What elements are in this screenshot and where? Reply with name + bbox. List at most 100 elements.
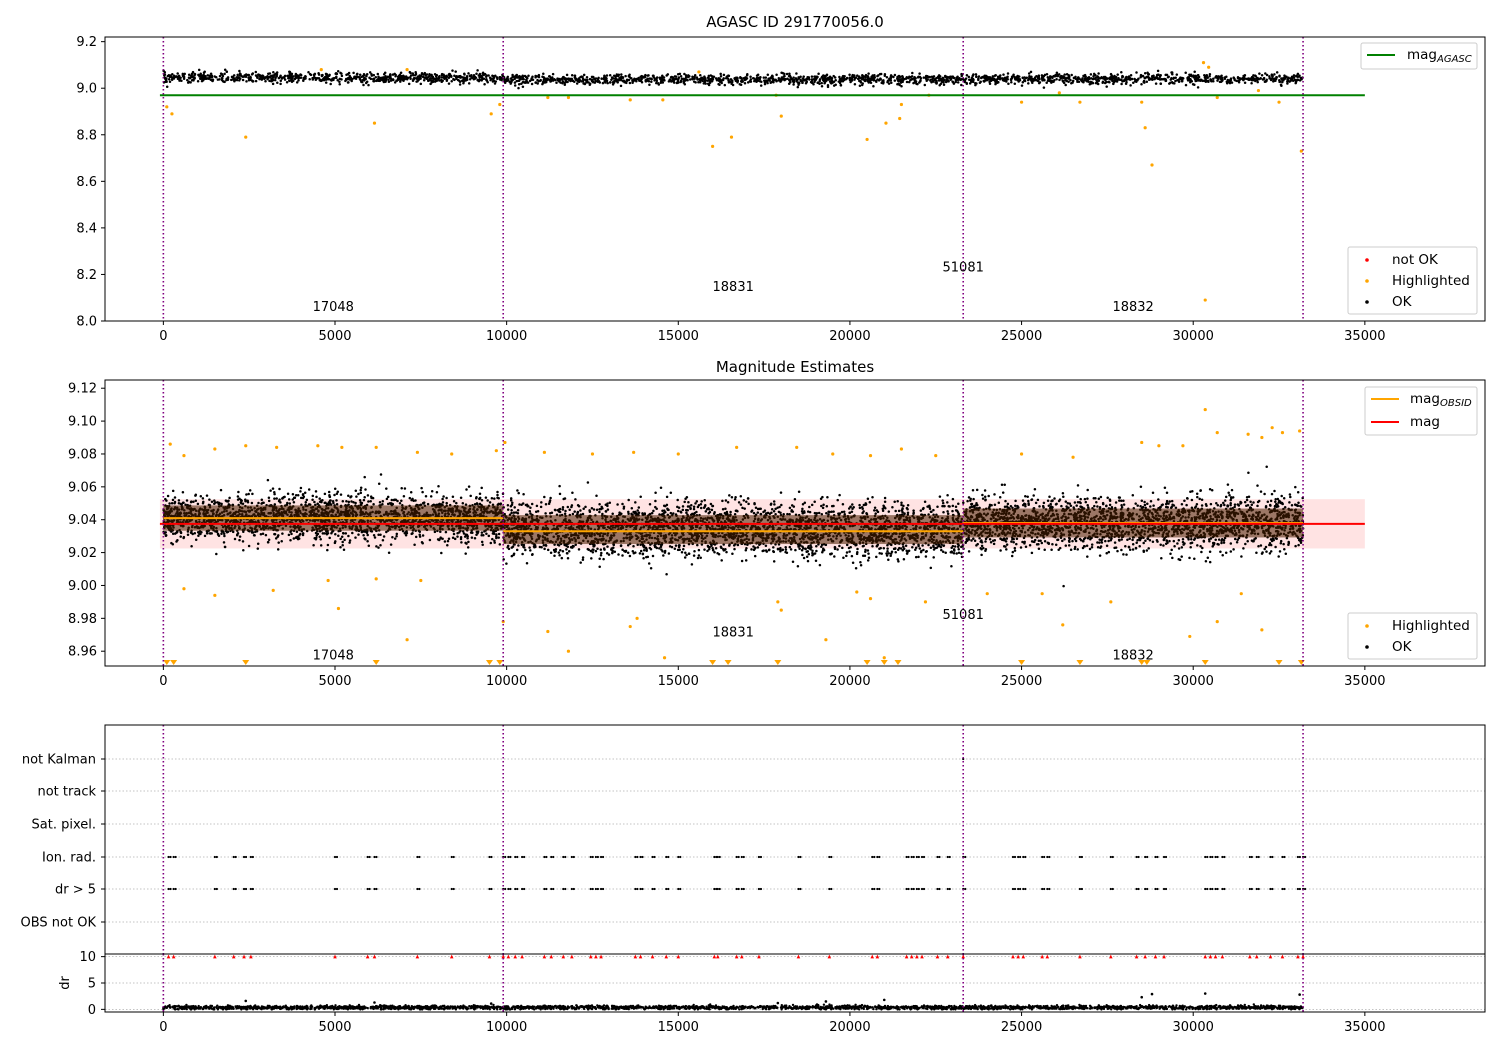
ok-point (1005, 80, 1008, 83)
ok-point (379, 76, 382, 80)
ok-point (454, 70, 457, 73)
ok-point (382, 78, 386, 81)
ok-point (557, 551, 561, 554)
ok-point (205, 77, 208, 81)
ok-point (238, 69, 241, 73)
ok-point (993, 78, 996, 82)
ok-point (729, 78, 732, 81)
ok-point (292, 501, 296, 504)
ok-point (1286, 82, 1289, 85)
ok-point (164, 534, 168, 538)
ok-point (414, 535, 418, 539)
ok-point (974, 73, 978, 76)
ok-point (1058, 78, 1061, 82)
ok-point (338, 77, 342, 81)
ok-point (1197, 79, 1201, 82)
ok-point (825, 73, 828, 77)
ok-point (541, 81, 545, 85)
ok-point (478, 74, 482, 77)
ok-point (319, 544, 323, 547)
ok-point (219, 488, 223, 492)
ok-point (1026, 78, 1030, 82)
ok-point (373, 536, 377, 539)
ok-point (1220, 77, 1224, 81)
ok-point (805, 80, 808, 84)
ok-point (883, 500, 887, 503)
ok-point (696, 77, 699, 81)
ok-point (354, 536, 357, 539)
ok-point (890, 81, 893, 85)
ok-point (743, 82, 747, 85)
ok-point (283, 75, 286, 79)
ok-point (604, 81, 607, 84)
ok-point (817, 72, 820, 76)
ok-point (503, 81, 507, 85)
ok-point (404, 75, 408, 78)
ok-point (334, 532, 337, 536)
ok-point (340, 72, 343, 75)
ok-point (485, 532, 488, 536)
ok-point (394, 75, 397, 78)
ok-point (226, 530, 230, 534)
agasc-legend-line: magAGASC (1360, 42, 1478, 70)
ok-point (724, 76, 728, 80)
ok-point (422, 78, 426, 82)
ok-point (527, 74, 530, 78)
legend-label: OK (1392, 294, 1413, 310)
ok-point (1289, 76, 1293, 80)
ok-point (1103, 81, 1107, 85)
ok-point (1038, 81, 1042, 84)
obsid-label: 17048 (313, 300, 354, 315)
highlighted-point (1207, 65, 1211, 69)
highlighted-point (1057, 91, 1061, 95)
ok-point (411, 79, 415, 83)
ok-point (467, 540, 470, 544)
ok-point (472, 77, 476, 81)
ok-point (434, 79, 438, 82)
ok-point (886, 80, 889, 84)
ok-point (1007, 82, 1010, 86)
ok-point (442, 75, 446, 79)
ok-point (799, 75, 802, 79)
ok-point (1294, 81, 1297, 85)
ok-point (447, 82, 451, 85)
x-tick-label: 0 (159, 329, 167, 344)
ok-point (332, 501, 335, 505)
ok-point (1188, 77, 1192, 81)
ok-point (683, 83, 687, 86)
ok-point (242, 548, 245, 552)
ok-point (452, 532, 456, 536)
ok-point (402, 79, 405, 83)
ok-point (460, 76, 464, 79)
ok-point (590, 78, 593, 81)
ok-point (399, 75, 403, 79)
ok-point (325, 532, 329, 536)
ok-point (312, 544, 315, 547)
ok-point (344, 79, 347, 83)
ok-point (522, 78, 525, 81)
ok-point (635, 77, 638, 81)
ok-point (190, 545, 193, 548)
ok-point (487, 534, 491, 538)
ok-point (450, 79, 453, 83)
ok-point (644, 73, 647, 77)
ok-point (374, 76, 378, 79)
ok-point (1053, 75, 1056, 78)
ok-point (947, 80, 950, 83)
ok-point (210, 500, 214, 504)
highlighted-point (1277, 100, 1281, 104)
ok-point (236, 73, 239, 77)
ok-point (551, 72, 555, 76)
ok-point (1129, 73, 1133, 77)
ok-point (368, 71, 372, 74)
ok-point (1257, 77, 1260, 81)
ok-point (1101, 80, 1105, 84)
ok-point (1006, 75, 1009, 78)
ok-point (250, 531, 254, 534)
ok-point (521, 85, 525, 89)
ok-point (341, 543, 344, 547)
highlighted-point (697, 70, 701, 74)
ok-point (872, 85, 875, 88)
ok-point (972, 73, 975, 76)
ok-point (254, 79, 258, 83)
